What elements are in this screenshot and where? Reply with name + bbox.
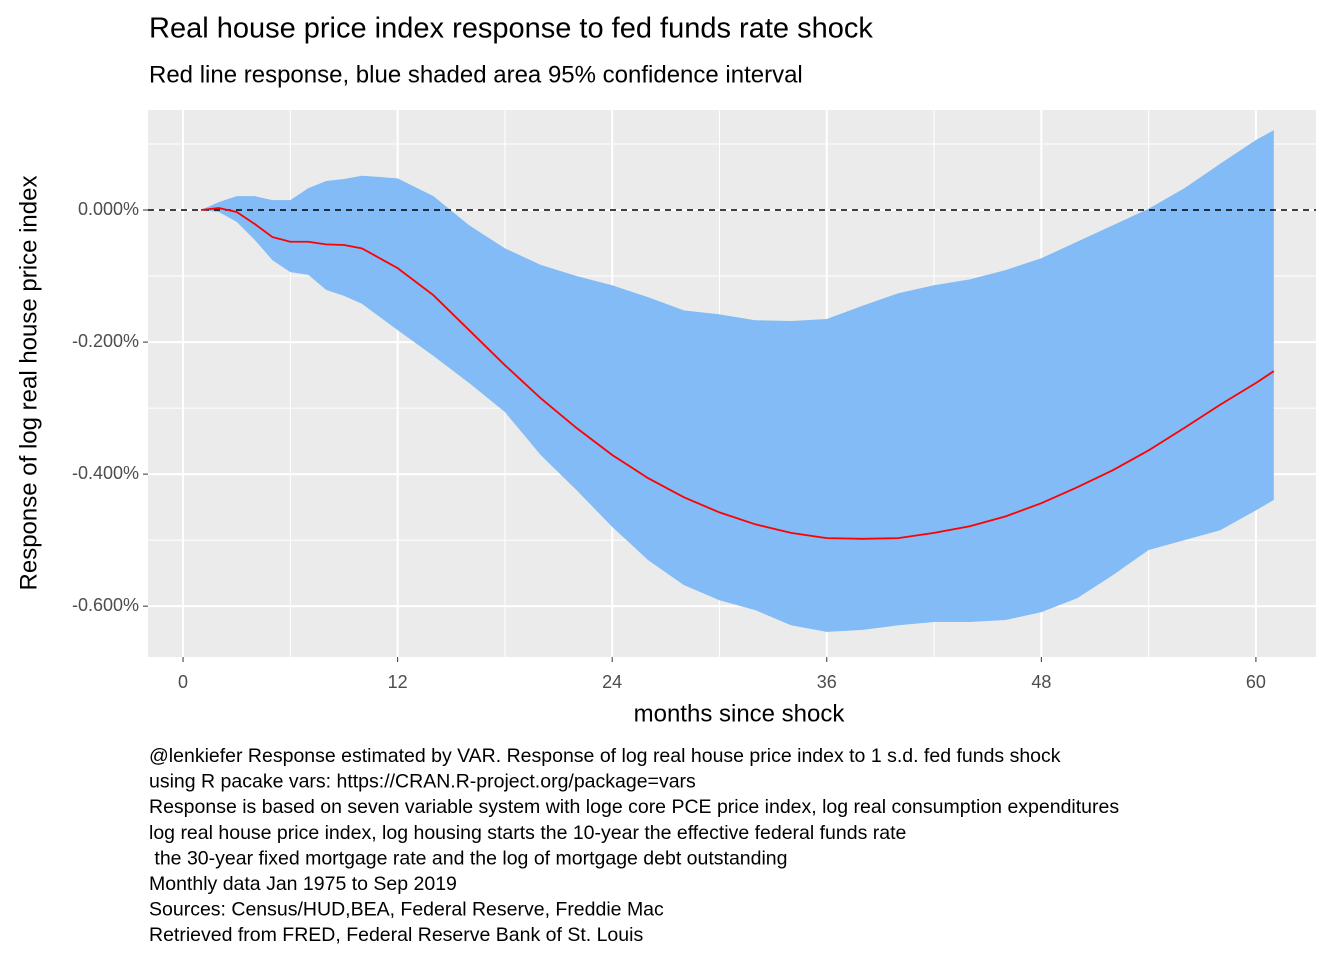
caption-line: using R pacake vars: https://CRAN.R-proj… <box>149 771 696 793</box>
x-tick-label: 48 <box>1031 672 1051 692</box>
x-tick-label: 12 <box>388 672 408 692</box>
caption-line: Retrieved from FRED, Federal Reserve Ban… <box>149 924 643 946</box>
caption-line: the 30-year fixed mortgage rate and the … <box>149 847 788 869</box>
y-tick-label: -0.200% <box>72 331 139 351</box>
caption-line: @lenkiefer Response estimated by VAR. Re… <box>149 745 1061 767</box>
chart-subtitle: Red line response, blue shaded area 95% … <box>149 61 803 88</box>
y-tick-label: 0.000% <box>78 199 139 219</box>
confidence-band <box>200 130 1274 632</box>
y-axis-title: Response of log real house price index <box>15 176 42 591</box>
x-axis-title: months since shock <box>634 700 846 727</box>
caption-line: Monthly data Jan 1975 to Sep 2019 <box>149 873 457 895</box>
y-tick-label: -0.400% <box>72 463 139 483</box>
y-tick-label: -0.600% <box>72 595 139 615</box>
chart-title: Real house price index response to fed f… <box>149 13 873 45</box>
x-tick-label: 36 <box>817 672 837 692</box>
x-tick-label: 24 <box>602 672 622 692</box>
response-line <box>200 207 1275 540</box>
caption-line: Response is based on seven variable syst… <box>149 796 1119 818</box>
x-tick-label: 0 <box>178 672 188 692</box>
x-tick-label: 60 <box>1246 672 1266 692</box>
caption-line: log real house price index, log housing … <box>149 822 906 844</box>
caption-line: Sources: Census/HUD,BEA, Federal Reserve… <box>149 899 664 921</box>
